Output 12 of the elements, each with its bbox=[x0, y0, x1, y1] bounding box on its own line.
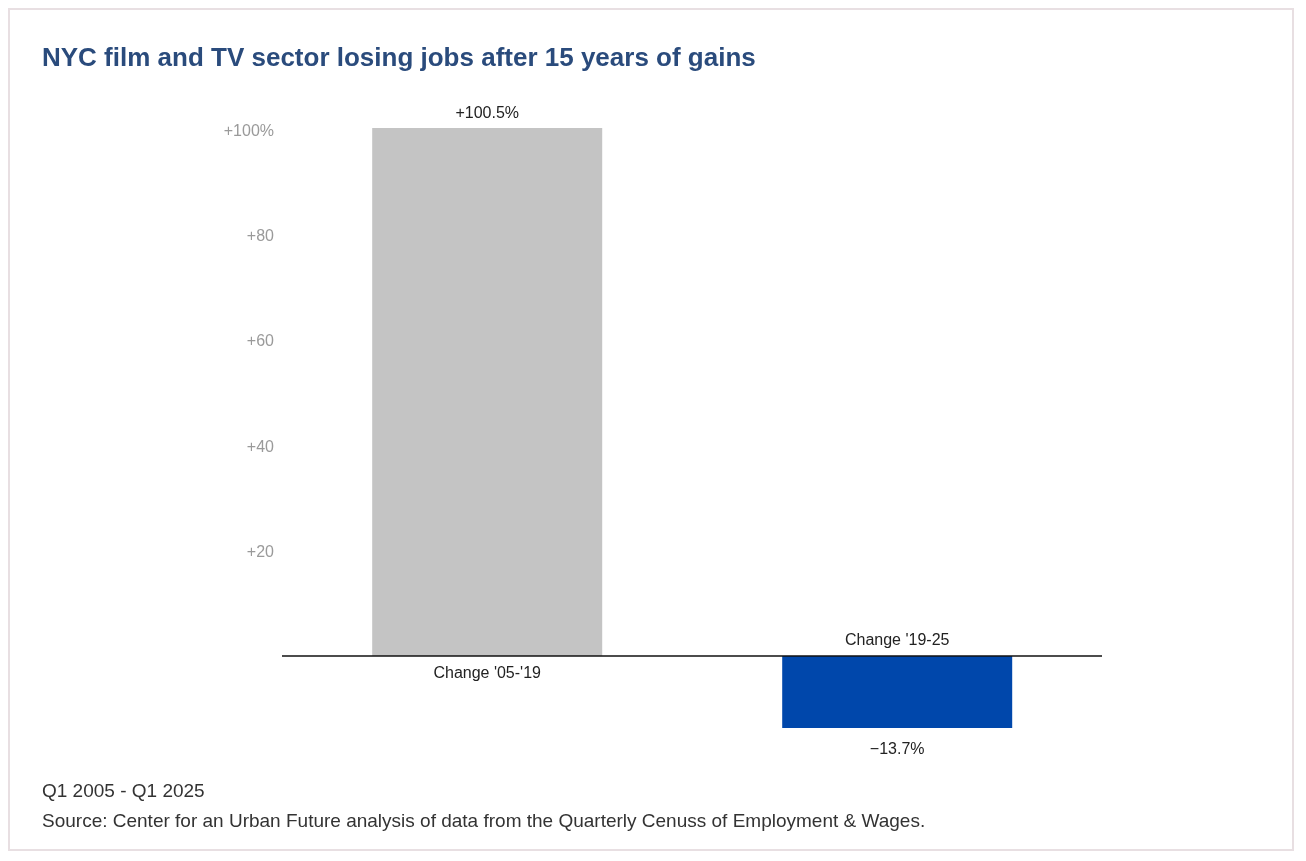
y-tick-label: +60 bbox=[246, 332, 275, 350]
chart-title: NYC film and TV sector losing jobs after 15 years of gains bbox=[42, 42, 756, 73]
y-tick-label: +80 bbox=[246, 227, 275, 245]
y-tick-label: +40 bbox=[246, 437, 275, 455]
y-tick-label: +100% bbox=[223, 122, 274, 140]
x-tick-label: Change '19-25 bbox=[844, 631, 950, 649]
y-tick-label: +20 bbox=[246, 542, 275, 560]
text: Q1 2005 - Q1 2025 bbox=[42, 779, 206, 803]
x-tick-label: Change '05-'19 bbox=[433, 664, 542, 682]
data-label: −13.7% bbox=[869, 740, 925, 757]
source-note: Source: Center for an Urban Future analysis of data from the Quarterly Cenuss of Employment & Wages. bbox=[42, 809, 926, 833]
data-label: +100.5% bbox=[455, 104, 519, 121]
